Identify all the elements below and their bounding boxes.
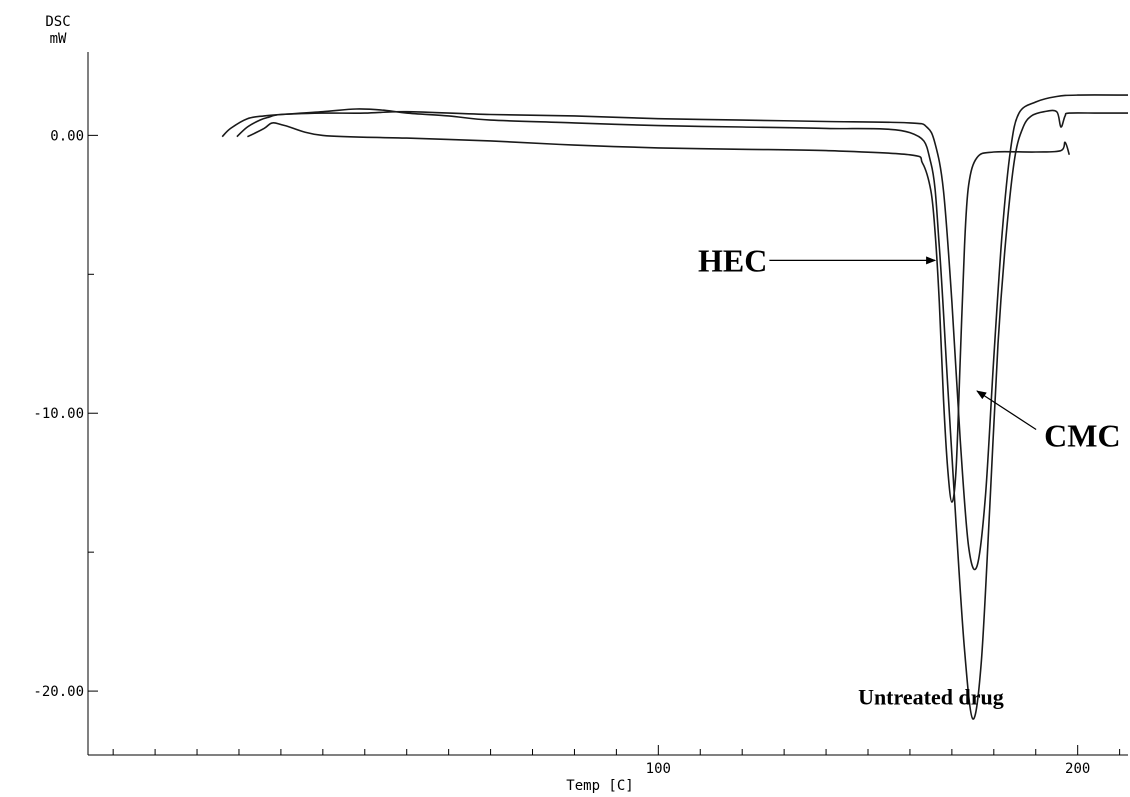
- annotation-untreated-drug: Untreated drug: [858, 685, 1004, 710]
- x-tick-label: 200: [1065, 761, 1090, 777]
- annotation-arrow-cmc: [976, 390, 1037, 430]
- y-tick-label: -20.00: [33, 684, 84, 700]
- y-tick-label: 0.00: [50, 128, 84, 144]
- axes: 0.00 -10.00 -20.00 100 200: [33, 52, 1128, 777]
- annotations-layer: HEC CMC Untreated drug: [698, 242, 1121, 709]
- series-line-untreated-drug: [221, 108, 1128, 720]
- y-axis-label-line2: mW: [50, 31, 67, 47]
- series-line-cmc: [236, 94, 1129, 571]
- x-axis-label: Temp [C]: [566, 778, 633, 794]
- series-line-hec: [247, 121, 1071, 503]
- series-layer: [221, 94, 1129, 720]
- y-axis-label-line1: DSC: [45, 14, 70, 30]
- annotation-hec: HEC: [698, 242, 767, 278]
- y-tick-label: -10.00: [33, 406, 84, 422]
- x-tick-label: 100: [646, 761, 671, 777]
- annotation-cmc: CMC: [1044, 417, 1120, 453]
